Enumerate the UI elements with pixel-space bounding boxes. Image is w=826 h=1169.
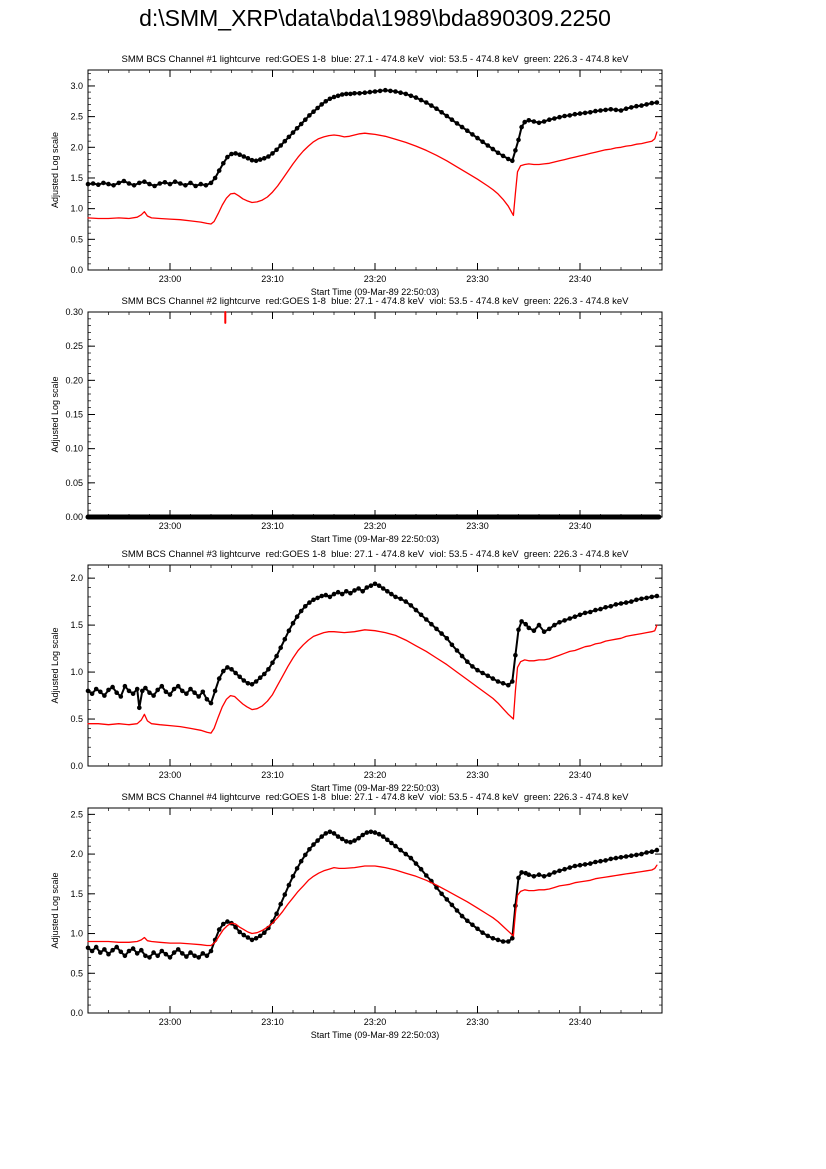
y-tick-label: 2.5 — [70, 809, 83, 819]
y-tick-label: 1.0 — [70, 667, 83, 677]
x-tick-label: 23:40 — [569, 770, 592, 780]
series-line-1 — [87, 830, 658, 959]
chart-panel-3: 23:00 23:10 23:20 23:30 23:40 0.0 0.5 1.0 1.5 2.0… — [50, 564, 663, 793]
x-tick-label: 23:10 — [261, 521, 284, 531]
y-tick-label: 1.0 — [70, 929, 83, 939]
x-tick-label: 23:10 — [261, 770, 284, 780]
plot-frame — [87, 807, 663, 1014]
x-tick-label: 23:10 — [261, 274, 284, 284]
x-tick-label: 23:20 — [364, 1017, 387, 1027]
y-axis-label: Adjusted Log scale — [50, 872, 60, 948]
x-tick-label: 23:00 — [159, 274, 182, 284]
y-axis-label: Adjusted Log scale — [50, 132, 60, 208]
x-tick-label: 23:10 — [261, 1017, 284, 1027]
y-tick-label: 0.5 — [70, 968, 83, 978]
y-tick-label: 2.0 — [70, 573, 83, 583]
y-tick-label: 0.0 — [70, 265, 83, 275]
x-tick-label: 23:20 — [364, 521, 387, 531]
chart-panel-2: 23:00 23:10 23:20 23:30 23:40 0.00 0.05 0.10 0.1… — [50, 307, 663, 544]
chart-title-channel-1: SMM BCS Channel #1 lightcurve red:GOES 1… — [121, 54, 629, 65]
chart-panel-1: 23:00 23:10 23:20 23:30 23:40 0.0 0.5 1.0 1.5 2.0… — [50, 69, 663, 297]
x-tick-label: 23:00 — [159, 1017, 182, 1027]
y-tick-label: 0.5 — [70, 714, 83, 724]
y-tick-label: 0.30 — [65, 307, 83, 317]
y-tick-label: 0.0 — [70, 761, 83, 771]
series-line-1 — [87, 89, 658, 187]
x-axis-label: Start Time (09-Mar-89 22:50:03) — [311, 1030, 440, 1040]
y-tick-label: 0.5 — [70, 234, 83, 244]
y-tick-label: 0.15 — [65, 410, 83, 420]
x-tick-label: 23:30 — [466, 521, 489, 531]
chart-title-channel-2: SMM BCS Channel #2 lightcurve red:GOES 1… — [121, 296, 629, 307]
plot-frame — [87, 564, 663, 767]
y-tick-label: 0.0 — [70, 1008, 83, 1018]
page-title: d:\SMM_XRP\data\bda\1989\bda890309.2250 — [139, 5, 611, 31]
y-tick-label: 0.00 — [65, 512, 83, 522]
y-tick-label: 1.5 — [70, 620, 83, 630]
x-tick-label: 23:40 — [569, 1017, 592, 1027]
x-tick-label: 23:20 — [364, 770, 387, 780]
y-tick-label: 3.0 — [70, 81, 83, 91]
y-tick-label: 0.20 — [65, 375, 83, 385]
x-tick-label: 23:40 — [569, 274, 592, 284]
x-tick-label: 23:00 — [159, 521, 182, 531]
x-tick-label: 23:30 — [466, 770, 489, 780]
chart-title-channel-4: SMM BCS Channel #4 lightcurve red:GOES 1… — [121, 792, 629, 803]
plot-frame — [87, 69, 663, 271]
y-tick-label: 2.0 — [70, 849, 83, 859]
y-tick-label: 1.5 — [70, 173, 83, 183]
y-tick-label: 2.5 — [70, 112, 83, 122]
plot-frame — [87, 311, 663, 518]
x-tick-label: 23:40 — [569, 521, 592, 531]
chart-title-channel-3: SMM BCS Channel #3 lightcurve red:GOES 1… — [121, 549, 629, 560]
chart-panel-4: 23:00 23:10 23:20 23:30 23:40 0.0 0.5 1.0 1.5 2.0… — [50, 807, 663, 1040]
x-tick-label: 23:30 — [466, 1017, 489, 1027]
y-tick-label: 1.0 — [70, 204, 83, 214]
y-tick-label: 2.0 — [70, 142, 83, 152]
x-tick-label: 23:20 — [364, 274, 387, 284]
y-axis-label: Adjusted Log scale — [50, 627, 60, 703]
y-tick-label: 0.05 — [65, 478, 83, 488]
y-tick-label: 0.10 — [65, 444, 83, 454]
y-tick-label: 0.25 — [65, 341, 83, 351]
x-axis-label: Start Time (09-Mar-89 22:50:03) — [311, 287, 440, 297]
series-line-2 — [87, 624, 658, 734]
y-axis-label: Adjusted Log scale — [50, 376, 60, 452]
y-tick-label: 1.5 — [70, 889, 83, 899]
series-line-2 — [87, 864, 658, 947]
series-line-2 — [87, 131, 658, 225]
x-tick-label: 23:30 — [466, 274, 489, 284]
x-axis-label: Start Time (09-Mar-89 22:50:03) — [311, 783, 440, 793]
x-axis-label: Start Time (09-Mar-89 22:50:03) — [311, 534, 440, 544]
x-tick-label: 23:00 — [159, 770, 182, 780]
